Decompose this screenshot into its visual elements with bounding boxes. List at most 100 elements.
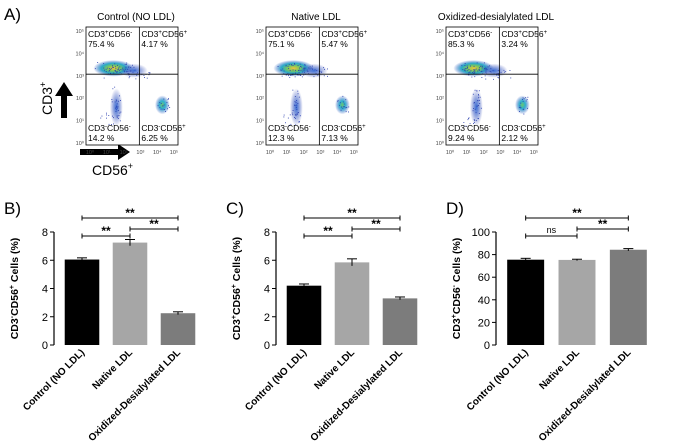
event-dot [97,62,99,63]
event-dot [118,68,120,70]
event-dot [479,103,481,104]
flow-y-tick: 10⁴ [436,50,445,57]
event-dot [112,65,113,67]
event-dot [473,72,475,74]
flow-x-tick: 10² [480,150,488,156]
event-dot [289,125,290,127]
event-dot [295,69,296,71]
event-dot [282,68,284,70]
event-dot [479,67,480,69]
event-dot [337,100,339,101]
bar [382,298,418,345]
event-dot [474,121,475,123]
event-dot [110,68,112,70]
event-dot [299,115,301,117]
event-dot [292,65,294,66]
event-dot [461,65,463,67]
bar-chart-d: 0 20 40 60 80 100 CD3+CD56- Cells (%)Control (… [451,206,647,444]
flow-x-axis-indicator: CD56+ [80,144,133,178]
flow-x-tick: 10⁰ [446,149,455,156]
population-cd3neg-cd56neg [469,88,483,127]
flow-x-tick: 10⁵ [530,149,538,156]
event-dot [160,108,162,110]
bar [286,285,322,345]
flow-x-tick: 10⁴ [513,149,522,156]
bar [334,262,370,345]
event-dot [295,115,297,116]
event-dot [292,89,294,91]
event-dot [281,75,283,77]
event-dot [477,105,478,107]
flow-panel-3: Oxidized-desialylated LDL CD3+CD56-85.3 %… [436,12,555,156]
event-dot [477,100,478,102]
event-dot [462,69,464,70]
event-dot [283,116,285,118]
event-dot [292,110,294,111]
event-dot [277,66,279,67]
event-dot [285,64,287,66]
flow-x-tick: 10¹ [283,150,291,156]
flow-y-tick: 10⁵ [256,28,264,35]
flow-x-tick: 10¹ [103,150,111,156]
event-dot [136,74,138,76]
event-dot [287,65,289,67]
event-dot [106,112,107,114]
event-dot [464,125,466,127]
flow-y-tick: 10³ [256,74,264,80]
event-dot [117,118,119,119]
quadrant-value-lr: 7.13 % [321,133,348,143]
event-dot [464,69,466,71]
event-dot [467,119,469,121]
event-dot [290,64,292,65]
event-dot [316,70,318,71]
event-dot [168,98,169,100]
event-dot [115,111,117,112]
event-dot [296,114,298,115]
event-dot [485,71,487,73]
event-dot [485,70,487,72]
event-dot [308,73,310,75]
event-dot [296,104,298,106]
event-dot [112,115,113,117]
event-dot [493,78,494,80]
event-dot [520,102,522,104]
flow-panel-title: Control (NO LDL) [97,12,175,23]
event-dot [474,108,476,110]
event-dot [299,67,300,69]
event-dot [484,68,485,69]
event-dot [163,104,165,106]
y-tick-label: 0 [484,340,490,352]
event-dot [463,122,465,123]
significance-label: ** [125,206,135,220]
event-dot [464,63,466,64]
event-dot [114,63,116,65]
event-dot [344,106,345,108]
event-dot [298,96,300,98]
event-dot [476,90,478,92]
event-dot [320,71,322,73]
panel-label-c: C) [226,199,244,218]
quadrant-value-ur: 4.17 % [141,39,168,49]
event-dot [115,106,117,108]
event-dot [302,67,304,69]
event-dot [117,106,119,108]
y-tick-label: 0 [264,340,270,352]
event-dot [523,108,525,110]
event-dot [116,71,118,73]
event-dot [309,66,311,68]
event-dot [497,77,499,78]
event-dot [295,107,297,108]
category-label: Oxidized-Desialylated LDL [537,347,634,444]
flow-panel-2: Native LDL CD3+CD56-75.1 % CD3+CD56+5.47 %… [256,12,368,156]
event-dot [300,66,301,67]
event-dot [498,74,499,76]
y-tick-label: 60 [478,272,490,284]
flow-x-axis-label: CD56+ [92,161,133,178]
event-dot [473,119,475,121]
event-dot [323,67,324,69]
event-dot [339,104,340,106]
bar [609,249,647,345]
y-tick-label: 2 [42,312,48,324]
event-dot [298,121,300,123]
event-dot [295,102,297,103]
